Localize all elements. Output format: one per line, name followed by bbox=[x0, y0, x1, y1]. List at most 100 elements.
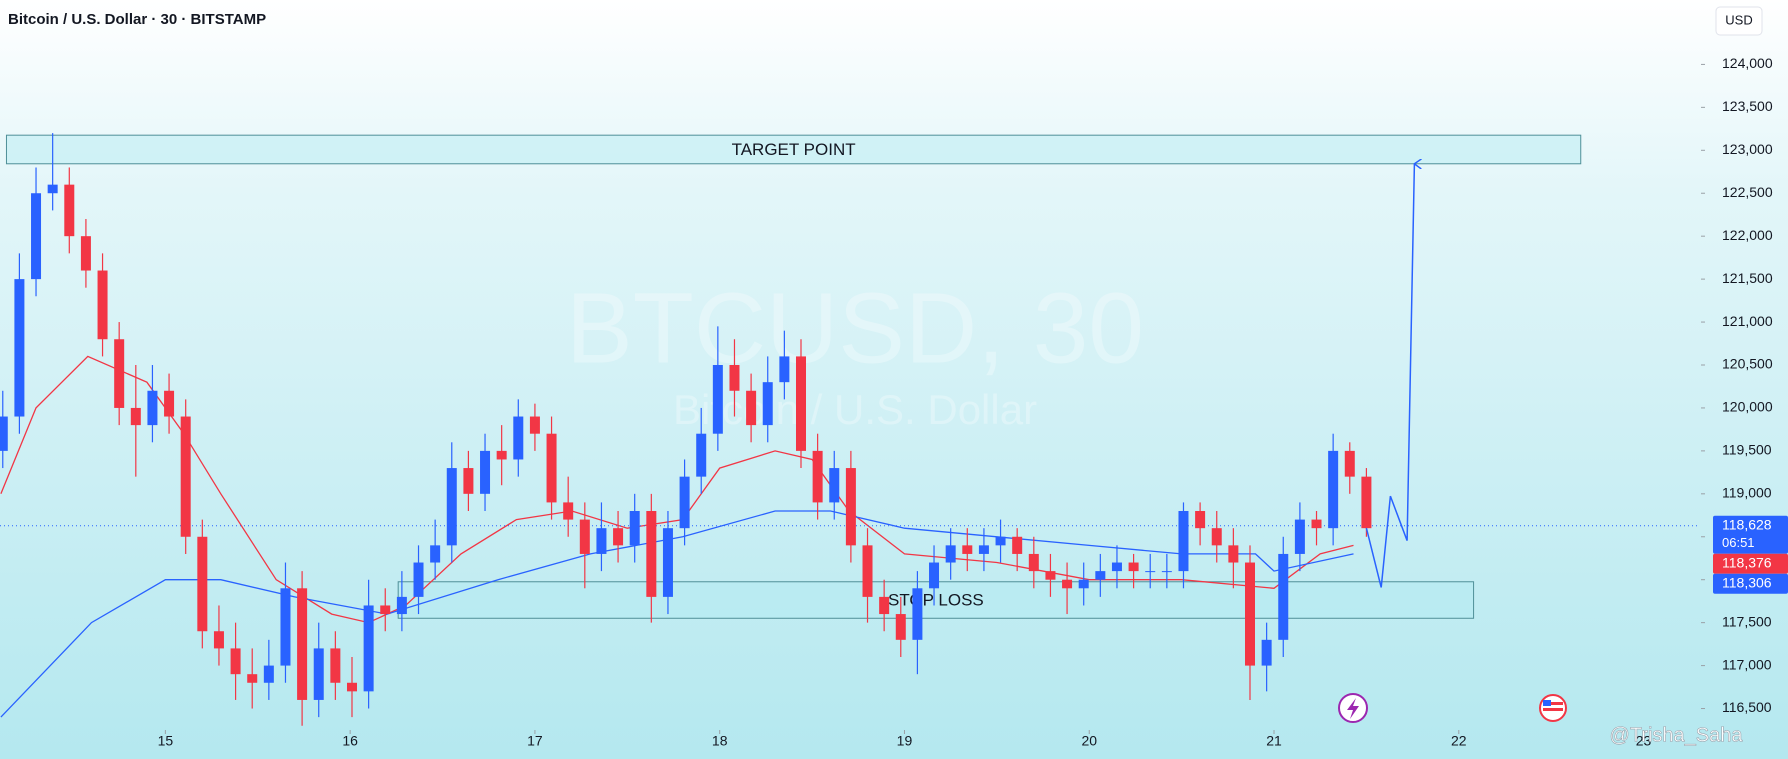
price-label: 118,306 bbox=[1722, 574, 1772, 590]
icon-canton bbox=[1543, 700, 1551, 706]
candle-body bbox=[912, 588, 923, 640]
candle-body bbox=[180, 416, 191, 537]
candle-body bbox=[546, 433, 557, 503]
candle-body bbox=[945, 545, 956, 563]
candle-body bbox=[363, 605, 374, 692]
candle-body bbox=[47, 184, 58, 194]
candle-body bbox=[396, 596, 407, 615]
x-tick-label: 21 bbox=[1266, 733, 1282, 749]
x-tick-label: 19 bbox=[897, 733, 913, 749]
candle-body bbox=[130, 407, 141, 426]
y-tick-label: 123,500 bbox=[1722, 98, 1773, 114]
currency[interactable]: USD bbox=[1725, 12, 1752, 27]
y-tick-label: 122,000 bbox=[1722, 227, 1773, 243]
candle-body bbox=[1178, 511, 1189, 572]
candle-body bbox=[779, 356, 790, 383]
flag-icon[interactable] bbox=[1539, 694, 1567, 722]
watermark-symbol: BTCUSD, 30 bbox=[566, 272, 1144, 384]
candle-body bbox=[646, 511, 657, 597]
candle-body bbox=[1062, 579, 1073, 589]
candle-body bbox=[496, 450, 507, 460]
candle-body bbox=[430, 545, 441, 563]
candle-body bbox=[1145, 571, 1156, 573]
candle-body bbox=[729, 365, 740, 391]
candle-body bbox=[0, 416, 8, 451]
currency-box[interactable] bbox=[1715, 6, 1763, 36]
candle-body bbox=[480, 450, 491, 494]
candle-body bbox=[662, 528, 673, 597]
y-tick-label: 120,500 bbox=[1722, 356, 1773, 372]
candle-body bbox=[346, 682, 357, 692]
candle-body bbox=[280, 588, 291, 666]
candle-body bbox=[1361, 476, 1372, 529]
candle-body bbox=[1111, 562, 1122, 572]
candle-body bbox=[14, 279, 25, 417]
candle-body bbox=[513, 416, 524, 460]
icon-bolt bbox=[1347, 698, 1359, 719]
candle-body bbox=[80, 236, 91, 271]
candle-body bbox=[1328, 450, 1339, 529]
candle-body bbox=[197, 536, 208, 632]
y-tick-label: 117,500 bbox=[1722, 613, 1772, 629]
replay-icon[interactable] bbox=[1338, 693, 1368, 723]
candle-body bbox=[446, 468, 457, 546]
candle-body bbox=[1012, 536, 1023, 554]
candle-body bbox=[1161, 571, 1172, 573]
candle-body bbox=[297, 588, 308, 700]
candle-body bbox=[679, 476, 690, 529]
price-label: 118,628 bbox=[1722, 516, 1772, 532]
axes: 116,500117,000117,500118,000118,500119,0… bbox=[158, 55, 1788, 749]
candle-body bbox=[712, 365, 723, 434]
x-tick-label: 20 bbox=[1081, 733, 1097, 749]
candle-body bbox=[147, 390, 158, 426]
candle-body bbox=[929, 562, 940, 589]
candle-body bbox=[1244, 562, 1255, 666]
y-tick-label: 121,000 bbox=[1722, 313, 1773, 329]
candle-body bbox=[995, 536, 1006, 546]
candle-body bbox=[413, 562, 424, 597]
candle-body bbox=[1045, 571, 1056, 580]
y-tick-label: 119,000 bbox=[1722, 485, 1772, 501]
attribution: @Trisha_Saha bbox=[1610, 724, 1744, 746]
x-tick-label: 17 bbox=[527, 733, 543, 749]
y-tick-label: 121,500 bbox=[1722, 270, 1773, 286]
candle-body bbox=[313, 648, 324, 700]
y-tick-label: 120,000 bbox=[1722, 399, 1773, 415]
candle-body bbox=[978, 545, 989, 554]
candle-body bbox=[1261, 639, 1272, 666]
x-tick-label: 22 bbox=[1451, 733, 1467, 749]
candle-body bbox=[1078, 579, 1089, 589]
candle-body bbox=[579, 519, 590, 554]
x-tick-label: 23 bbox=[1636, 733, 1652, 749]
candle-body bbox=[1278, 553, 1289, 640]
candle-body bbox=[247, 674, 258, 683]
candle-body bbox=[746, 390, 757, 426]
chart-title: Bitcoin / U.S. Dollar · 30 · BITSTAMP bbox=[8, 11, 266, 28]
candle-body bbox=[213, 631, 224, 649]
candle-body bbox=[845, 468, 856, 546]
price-label: 118,376 bbox=[1722, 554, 1772, 570]
y-tick-label: 123,000 bbox=[1722, 141, 1773, 157]
candle-body bbox=[879, 596, 890, 615]
watermark-description: Bitcoin / U.S. Dollar bbox=[673, 386, 1037, 433]
candle-body bbox=[829, 468, 840, 503]
candle-body bbox=[1195, 511, 1206, 529]
candle-body bbox=[230, 648, 241, 675]
x-tick-label: 16 bbox=[342, 733, 358, 749]
candle-body bbox=[1311, 519, 1322, 529]
plot-area: TARGET POINT STOP LOSS bbox=[0, 133, 1699, 726]
candle-body bbox=[613, 528, 624, 546]
candle-body bbox=[1095, 571, 1106, 580]
price-label-box bbox=[1713, 515, 1788, 554]
candle-body bbox=[31, 193, 42, 280]
y-tick-label: 116,500 bbox=[1722, 699, 1772, 715]
candle-body bbox=[263, 665, 274, 683]
candle-body bbox=[1294, 519, 1305, 554]
x-tick-label: 15 bbox=[158, 733, 174, 749]
price-label-box bbox=[1713, 553, 1788, 574]
candle-body bbox=[563, 502, 574, 520]
candle-body bbox=[895, 614, 906, 640]
candle-body bbox=[696, 433, 707, 477]
y-tick-label: 124,000 bbox=[1722, 55, 1773, 71]
